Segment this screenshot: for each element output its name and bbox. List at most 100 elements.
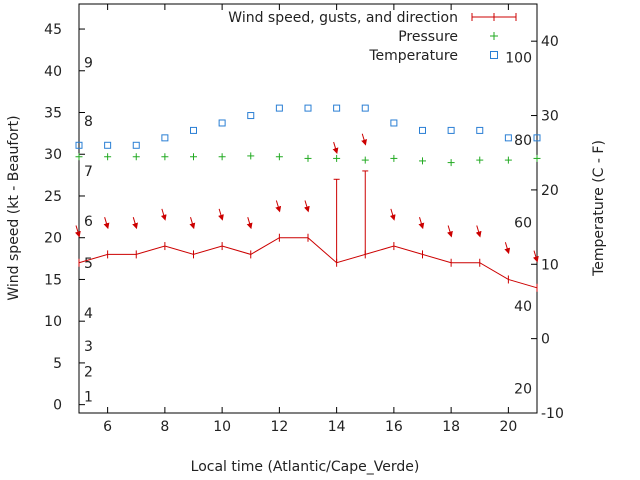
fahrenheit-label: 40 — [514, 299, 532, 315]
pressure-point — [533, 154, 541, 162]
y-left-tick-label: 45 — [44, 22, 62, 38]
wind-direction-arrow — [361, 133, 367, 146]
temperature-point — [333, 104, 341, 112]
temperature-point — [190, 126, 197, 134]
pressure-point — [247, 152, 255, 160]
pressure-point — [218, 153, 226, 161]
wind-direction-arrow — [103, 217, 110, 230]
temperature-series — [75, 104, 541, 149]
wind-direction-arrow — [532, 250, 539, 263]
beaufort-labels: 1 2 3 4 5 6 7 8 9 — [84, 55, 93, 405]
y-right-tick-label: 0 — [541, 332, 550, 348]
y-right-axis-label: Temperature (C - F) — [591, 140, 607, 277]
wind-direction-arrow — [160, 208, 167, 221]
wind-direction-arrow — [74, 225, 81, 238]
y-left-tick-label: 40 — [44, 64, 62, 80]
beaufort-label: 5 — [84, 256, 93, 272]
wind-direction-arrow — [189, 217, 196, 230]
y-right-tick-label: 40 — [541, 34, 559, 50]
y-left-tick-label: 20 — [44, 231, 62, 247]
wind-direction-arrow — [475, 225, 482, 238]
y-right-axis-ticks: -10 0 10 20 30 40 — [531, 34, 564, 422]
temperature-point — [247, 112, 255, 120]
x-axis-ticks: 6 8 10 12 14 16 18 20 — [103, 4, 517, 435]
wind-direction-arrow — [246, 217, 253, 230]
pressure-point — [361, 156, 369, 164]
legend: Wind speed, gusts, and direction Pressur… — [228, 10, 517, 64]
legend-label-temperature: Temperature — [368, 48, 458, 64]
y-right-tick-label: 20 — [541, 183, 559, 199]
temperature-point — [304, 104, 312, 112]
x-tick-label: 20 — [499, 419, 517, 435]
pressure-point — [132, 153, 140, 161]
wind-direction-arrow — [218, 208, 224, 221]
wind-direction-arrow — [132, 217, 138, 230]
temperature-point — [132, 141, 140, 149]
y-left-tick-label: 15 — [44, 272, 62, 288]
temperature-point — [533, 134, 541, 142]
beaufort-label: 9 — [84, 55, 93, 71]
y-left-tick-label: 0 — [53, 398, 62, 414]
temperature-point — [218, 119, 226, 127]
y-right-tick-label: -10 — [541, 406, 564, 422]
legend-sample-temperature — [490, 51, 498, 59]
y-left-axis-label: Wind speed (kt - Beaufort) — [6, 115, 22, 300]
legend-sample-pressure — [490, 32, 498, 40]
y-right-tick-label: 30 — [541, 109, 559, 125]
y-left-tick-label: 25 — [44, 189, 62, 205]
pressure-point — [390, 154, 398, 162]
fahrenheit-label: 60 — [514, 216, 532, 232]
y-left-tick-label: 30 — [44, 147, 62, 163]
wind-speed-series — [78, 233, 538, 292]
wind-direction-arrow — [504, 242, 511, 255]
y-left-tick-label: 5 — [53, 356, 62, 372]
wind-direction-arrow — [389, 208, 396, 221]
pressure-point — [419, 157, 426, 165]
beaufort-label: 6 — [84, 214, 93, 230]
pressure-point — [161, 153, 169, 161]
x-tick-label: 18 — [442, 419, 460, 435]
beaufort-label: 3 — [84, 339, 93, 355]
wind-direction-arrows — [74, 133, 539, 263]
y-right-tick-label: 10 — [541, 257, 559, 273]
wind-direction-arrow — [332, 141, 339, 154]
y-left-axis-ticks: 0 5 10 15 20 25 30 35 40 45 — [44, 22, 85, 414]
pressure-point — [476, 156, 484, 164]
pressure-point — [304, 154, 312, 162]
temperature-point — [447, 126, 455, 134]
pressure-point — [275, 153, 283, 161]
fahrenheit-label: 20 — [514, 381, 532, 397]
wind-direction-arrow — [303, 200, 310, 213]
x-tick-label: 16 — [385, 419, 403, 435]
y-left-tick-label: 35 — [44, 106, 62, 122]
wind-direction-arrow — [418, 217, 425, 230]
pressure-point — [104, 153, 112, 161]
temperature-point — [361, 104, 369, 112]
temperature-point — [419, 126, 426, 134]
pressure-point — [504, 156, 512, 164]
temperature-point — [275, 104, 283, 112]
pressure-point — [333, 154, 341, 162]
beaufort-label: 1 — [84, 389, 93, 405]
gust-bars — [333, 170, 369, 263]
temperature-point — [104, 141, 112, 149]
x-tick-label: 12 — [270, 419, 288, 435]
pressure-series — [75, 152, 541, 167]
plot-area — [78, 3, 538, 414]
x-tick-label: 6 — [103, 419, 112, 435]
beaufort-label: 8 — [84, 114, 93, 130]
beaufort-label: 7 — [84, 164, 93, 180]
legend-label-wind: Wind speed, gusts, and direction — [228, 10, 458, 26]
fahrenheit-label: 100 — [505, 51, 532, 67]
beaufort-label: 4 — [84, 306, 93, 322]
fahrenheit-labels: 20 40 60 80 100 — [505, 51, 532, 398]
x-tick-label: 8 — [160, 419, 169, 435]
wind-direction-arrow — [447, 225, 453, 238]
wind-direction-arrow — [275, 200, 282, 213]
temperature-point — [161, 134, 169, 142]
temperature-point — [390, 119, 398, 127]
x-tick-label: 14 — [328, 419, 346, 435]
temperature-point — [75, 141, 83, 149]
pressure-point — [75, 153, 83, 161]
